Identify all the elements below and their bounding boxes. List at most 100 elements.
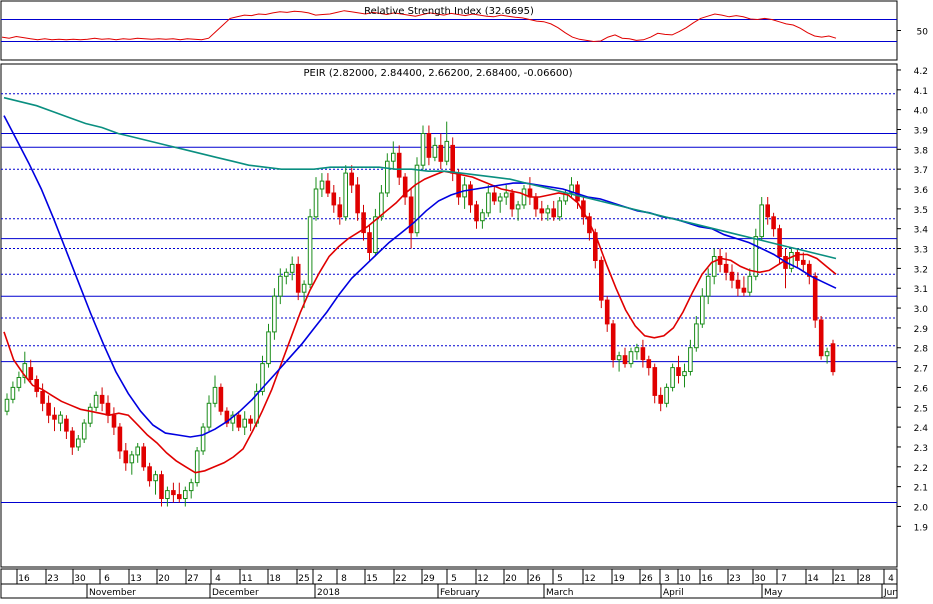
- candle-28: [171, 482, 176, 503]
- candle-body-122: [729, 271, 735, 281]
- price-ytick-label-15: 2.7: [914, 365, 928, 375]
- month-label-2: 2018: [317, 588, 340, 598]
- candle-body-121: [723, 263, 729, 273]
- candle-body-123: [735, 279, 741, 289]
- candle-body-18: [111, 414, 117, 428]
- candle-101: [604, 296, 610, 332]
- candle-31: [188, 478, 194, 499]
- candle-108: [646, 355, 652, 376]
- candle-body-82: [492, 192, 497, 202]
- price-title: PEIR (2.82000, 2.84400, 2.66200, 2.68400…: [303, 68, 572, 79]
- candle-12: [76, 435, 81, 451]
- candle-body-114: [682, 371, 687, 377]
- price-ytick-label-11: 3.1: [914, 285, 928, 295]
- candle-body-51: [307, 216, 313, 285]
- candle-16: [99, 387, 105, 412]
- candle-81: [486, 185, 491, 217]
- rsi-ytick-label-0: 50: [917, 28, 929, 38]
- candle-56: [337, 197, 343, 225]
- day-tick-label-19: 26: [529, 574, 541, 584]
- candle-47: [284, 268, 289, 285]
- candle-122: [729, 264, 735, 289]
- moving-average-line-1: [3, 115, 837, 438]
- candle-body-130: [777, 228, 782, 257]
- candle-90: [539, 200, 545, 221]
- candle-body-2: [16, 377, 22, 388]
- price-ytick-label-17: 2.5: [914, 404, 928, 414]
- candle-body-100: [599, 259, 604, 301]
- candle-54: [325, 173, 331, 197]
- candle-body-80: [480, 212, 485, 222]
- candle-body-34: [206, 402, 212, 428]
- candle-body-25: [153, 474, 158, 482]
- candle-body-8: [52, 414, 57, 420]
- candle-20: [123, 443, 129, 471]
- candle-35: [212, 375, 218, 408]
- candle-78: [468, 181, 473, 213]
- candle-body-53: [319, 180, 325, 190]
- candle-body-32: [194, 450, 200, 484]
- candle-body-30: [183, 490, 188, 500]
- candle-86: [515, 200, 521, 221]
- candle-body-106: [634, 347, 640, 353]
- candle-55: [331, 185, 337, 213]
- candle-body-17: [105, 402, 111, 416]
- candle-32: [194, 447, 200, 487]
- price-ytick-label-13: 2.9: [914, 325, 929, 335]
- candle-19: [117, 423, 123, 459]
- day-tick-label-21: 12: [584, 574, 595, 584]
- candle-body-36: [218, 386, 224, 412]
- price-ytick-label-20: 2.2: [914, 464, 928, 474]
- candle-body-132: [789, 252, 794, 269]
- candle-87: [521, 185, 527, 209]
- candle-66: [396, 145, 402, 185]
- candle-82: [492, 185, 497, 205]
- price-ytick-label-18: 2.4: [914, 424, 929, 434]
- day-tick-label-24: 3: [664, 574, 670, 584]
- candle-body-31: [188, 482, 194, 492]
- day-tick-label-22: 19: [613, 574, 625, 584]
- candle-60: [361, 204, 366, 241]
- candle-85: [509, 189, 515, 217]
- candle-8: [52, 407, 57, 432]
- candle-37: [224, 407, 230, 428]
- candle-body-129: [771, 216, 776, 230]
- candle-body-26: [159, 474, 164, 500]
- candle-body-60: [361, 212, 366, 234]
- candle-115: [688, 339, 693, 376]
- price-ytick-label-3: 3.9: [914, 126, 929, 136]
- candle-body-104: [622, 355, 628, 365]
- candle-body-59: [355, 184, 360, 214]
- candle-body-108: [646, 359, 652, 369]
- candle-110: [658, 387, 664, 412]
- candle-body-92: [551, 208, 557, 218]
- candle-109: [652, 363, 658, 404]
- day-tick-label-17: 12: [477, 574, 488, 584]
- candle-13: [81, 419, 87, 443]
- candle-body-7: [46, 402, 51, 416]
- day-tick-label-9: 18: [269, 574, 281, 584]
- candle-body-101: [604, 299, 610, 325]
- price-panel: [0, 63, 898, 568]
- candle-body-62: [373, 216, 378, 254]
- candle-137: [818, 316, 824, 360]
- candle-18: [111, 407, 117, 435]
- candle-138: [824, 347, 830, 364]
- candle-body-20: [123, 450, 129, 464]
- candle-1: [10, 381, 16, 404]
- candle-51: [307, 208, 313, 289]
- candle-body-102: [610, 323, 616, 361]
- candle-92: [551, 200, 557, 221]
- day-tick-label-3: 6: [104, 574, 110, 584]
- month-label-4: March: [546, 588, 573, 598]
- price-ytick-label-9: 3.3: [914, 246, 928, 256]
- price-ytick-label-23: 1.9: [914, 523, 929, 533]
- candle-118: [705, 268, 711, 305]
- candle-22: [135, 443, 140, 463]
- candle-112: [670, 363, 675, 392]
- candle-107: [640, 339, 646, 368]
- candle-93: [557, 197, 563, 221]
- day-tick-label-27: 23: [729, 574, 740, 584]
- month-label-3: February: [440, 588, 481, 598]
